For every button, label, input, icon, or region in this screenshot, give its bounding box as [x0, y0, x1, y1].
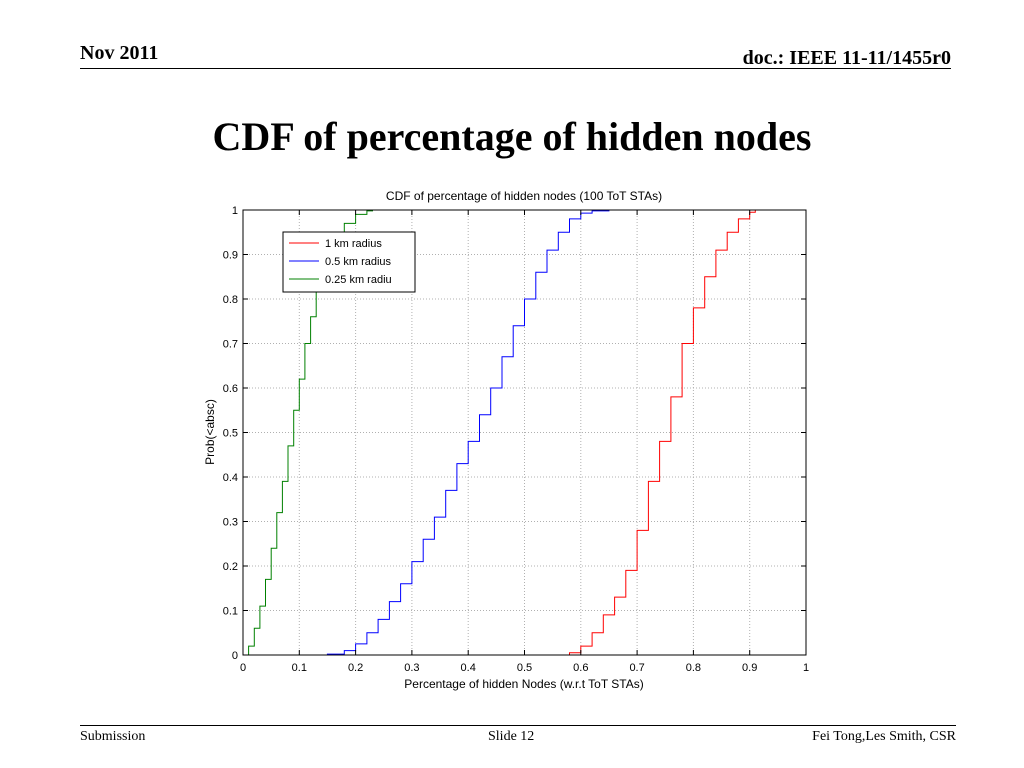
y-tick-label: 0.4	[223, 472, 238, 484]
legend-label: 1 km radius	[325, 238, 382, 250]
x-tick-label: 0.3	[404, 662, 419, 674]
x-tick-label: 0.7	[629, 662, 644, 674]
legend-label: 0.25 km radiu	[325, 274, 392, 286]
footer-slide-number: Slide 12	[488, 729, 535, 744]
slide-title: CDF of percentage of hidden nodes	[212, 114, 812, 159]
x-tick-label: 0.2	[348, 662, 363, 674]
y-tick-label: 0	[232, 650, 238, 662]
y-tick-label: 1	[232, 205, 238, 217]
y-axis-label: Prob(<absc)	[203, 399, 217, 465]
x-tick-label: 0.4	[461, 662, 476, 674]
footer-submission: Submission	[80, 729, 146, 744]
x-tick-label: 0.8	[686, 662, 701, 674]
legend: 1 km radius 0.5 km radius 0.25 km radiu	[282, 231, 416, 293]
x-tick-label: 1	[803, 662, 809, 674]
y-tick-label: 0.9	[223, 250, 238, 262]
y-tick-label: 0.5	[223, 428, 238, 440]
x-tick-label: 0.9	[742, 662, 757, 674]
y-tick-label: 0.8	[223, 294, 238, 306]
tick-layer: 0 0.1 0.2 0.3 0.4 0.5 0.6 0.7 0.8 0.9 1 0 0.1 0.2 0.3 0…	[223, 205, 809, 674]
footer-divider	[80, 725, 956, 726]
x-tick-label: 0.5	[517, 662, 532, 674]
legend-box	[282, 231, 416, 293]
cdf-chart: 0 0.1 0.2 0.3 0.4 0.5 0.6 0.7 0.8 0.9 1 0 0.1 0.2 0.3 0…	[203, 189, 809, 691]
grid	[243, 210, 806, 655]
header-doc-id: doc.: IEEE 11-11/1455r0	[742, 47, 951, 69]
x-tick-label: 0	[240, 662, 246, 674]
y-tick-label: 0.1	[223, 606, 238, 618]
chart-title: CDF of percentage of hidden nodes (100 T…	[386, 189, 662, 203]
y-tick-label: 0.2	[223, 561, 238, 573]
x-tick-label: 0.1	[292, 662, 307, 674]
series-line-1	[502, 210, 756, 656]
legend-label: 0.5 km radius	[325, 256, 392, 268]
y-tick-label: 0.7	[223, 339, 238, 351]
series-line-2	[299, 210, 610, 656]
footer-authors: Fei Tong,Les Smith, CSR	[812, 729, 956, 744]
y-tick-label: 0.3	[223, 517, 238, 529]
header-date: Nov 2011	[80, 42, 159, 64]
x-axis-label: Percentage of hidden Nodes (w.r.t ToT ST…	[404, 677, 643, 691]
y-tick-label: 0.6	[223, 383, 238, 395]
x-tick-label: 0.6	[573, 662, 588, 674]
header-divider	[80, 68, 951, 69]
